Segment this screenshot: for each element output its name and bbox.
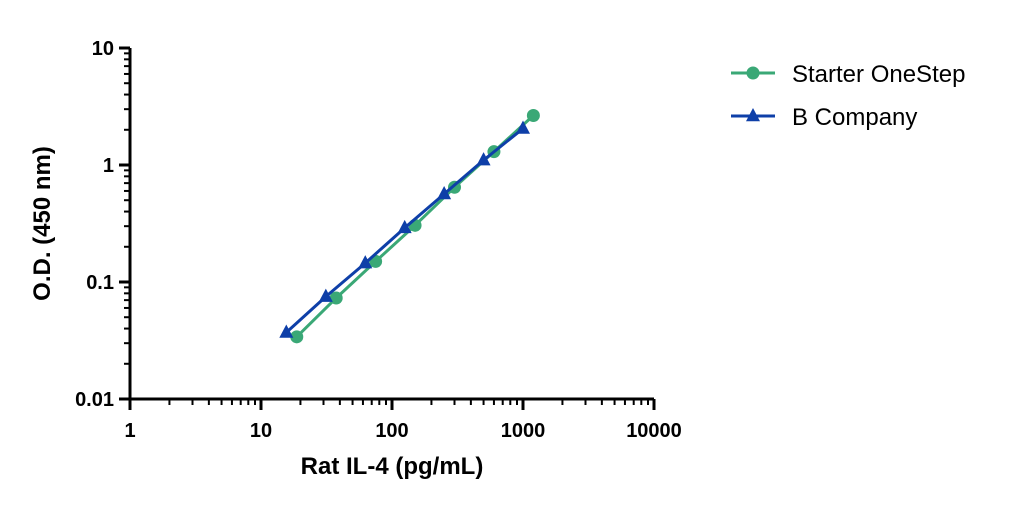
data-point bbox=[437, 185, 452, 200]
data-point bbox=[397, 219, 412, 234]
data-point bbox=[329, 291, 343, 305]
y-tick-label: 0.1 bbox=[86, 272, 114, 294]
x-axis-ticks: 1 10 100 1000 10000 bbox=[124, 399, 682, 442]
legend-label: Starter OneStep bbox=[792, 61, 965, 88]
data-point bbox=[476, 152, 491, 166]
y-tick-label: 10 bbox=[92, 38, 114, 60]
data-point bbox=[318, 288, 333, 302]
legend-label: B Company bbox=[792, 104, 917, 131]
legend-marker bbox=[746, 107, 760, 122]
legend-marker bbox=[746, 66, 760, 80]
x-axis-title: Rat IL-4 (pg/mL) bbox=[301, 453, 484, 480]
legend: Starter OneStep B Company bbox=[731, 61, 965, 131]
x-tick-label: 10000 bbox=[626, 420, 682, 442]
data-point bbox=[526, 108, 540, 122]
x-tick-label: 100 bbox=[375, 420, 408, 442]
plot-area bbox=[279, 108, 540, 344]
data-point bbox=[516, 120, 530, 134]
y-axis-title: O.D. (450 nm) bbox=[29, 146, 56, 301]
x-tick-label: 1000 bbox=[501, 420, 546, 442]
y-axis-ticks: 0.01 0.1 1 10 bbox=[75, 38, 130, 411]
axes: 1 10 100 1000 10000 0.01 0.1 1 10 bbox=[75, 38, 682, 442]
x-tick-label: 1 bbox=[124, 420, 135, 442]
y-tick-label: 0.01 bbox=[75, 389, 114, 411]
y-tick-label: 1 bbox=[103, 155, 114, 177]
series-1 bbox=[279, 120, 530, 338]
data-point bbox=[358, 255, 373, 269]
data-point bbox=[290, 330, 304, 344]
data-point bbox=[279, 324, 294, 338]
x-tick-label: 10 bbox=[250, 420, 272, 442]
